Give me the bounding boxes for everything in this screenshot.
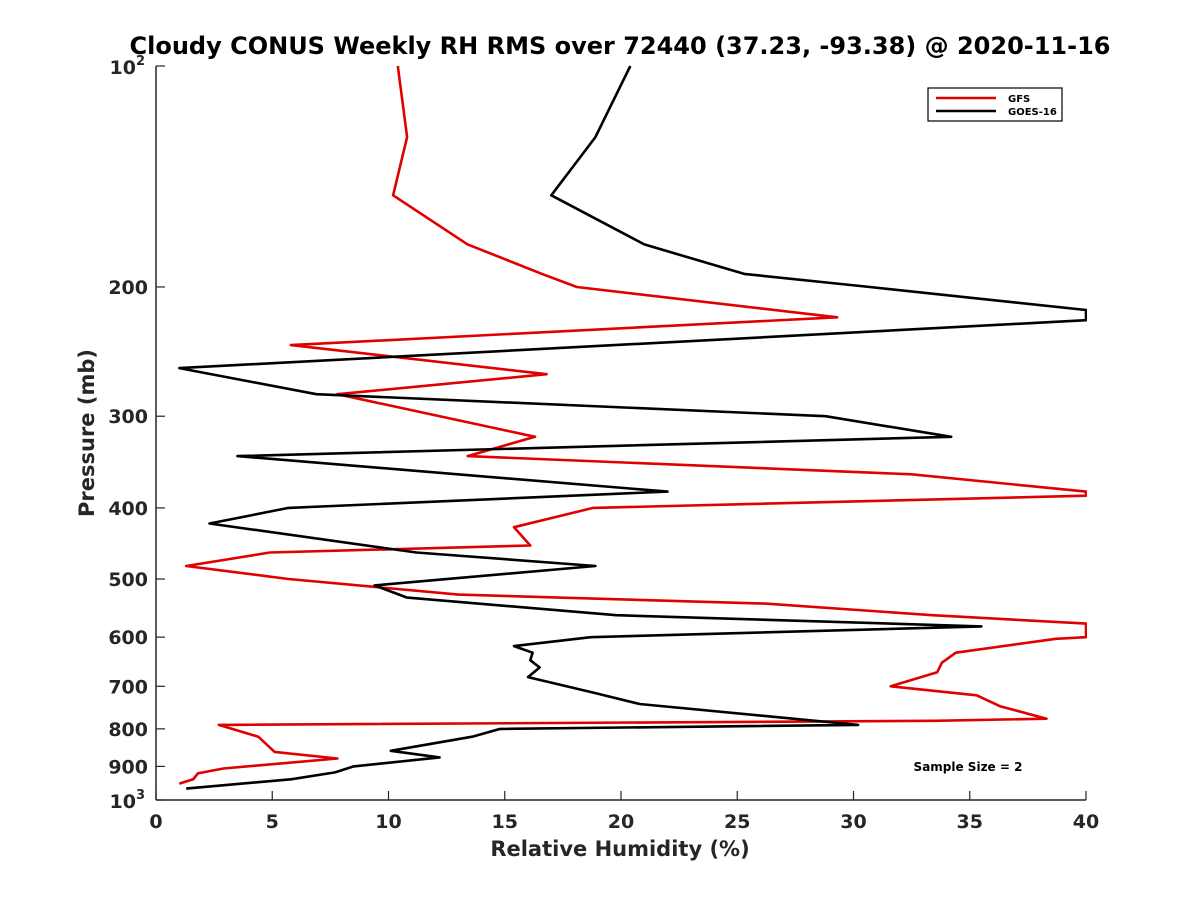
x-tick-label: 25 <box>724 811 750 833</box>
plot-area <box>178 65 1087 790</box>
y-tick-label: 300 <box>108 406 148 428</box>
y-axis-label: Pressure (mb) <box>75 349 99 517</box>
y-tick-label: 800 <box>108 719 148 741</box>
x-tick-label: 30 <box>840 811 866 833</box>
x-tick-label: 10 <box>375 811 401 833</box>
x-axis-label: Relative Humidity (%) <box>490 837 749 861</box>
legend-label-goes-16: GOES-16 <box>1008 107 1057 118</box>
x-tick-label: 35 <box>957 811 983 833</box>
x-tick-label: 0 <box>149 811 162 833</box>
y-tick-label-base: 10 <box>110 57 136 79</box>
y-tick-label: 500 <box>108 569 148 591</box>
x-tick-label: 20 <box>608 811 634 833</box>
y-tick-label-base: 10 <box>110 791 136 813</box>
axes-frame <box>156 66 1086 800</box>
x-tick-label: 15 <box>492 811 518 833</box>
y-tick-label: 200 <box>108 277 148 299</box>
y-tick-label: 400 <box>108 498 148 520</box>
chart-title: Cloudy CONUS Weekly RH RMS over 72440 (3… <box>130 32 1111 60</box>
y-tick-label: 700 <box>108 676 148 698</box>
legend: GFS GOES-16 <box>927 87 1063 122</box>
x-tick-label: 40 <box>1073 811 1099 833</box>
series-line-goes-16 <box>178 65 1087 790</box>
x-tick-label: 5 <box>266 811 279 833</box>
y-tick-label-exponent: 3 <box>136 788 145 803</box>
y-tick-label: 600 <box>108 627 148 649</box>
legend-label-gfs: GFS <box>1008 94 1030 105</box>
series-line-gfs <box>178 65 1087 785</box>
y-tick-label-exponent: 2 <box>136 54 145 69</box>
legend-box <box>927 87 1063 122</box>
sample-size-annotation: Sample Size = 2 <box>914 760 1023 774</box>
y-tick-label: 900 <box>108 756 148 778</box>
